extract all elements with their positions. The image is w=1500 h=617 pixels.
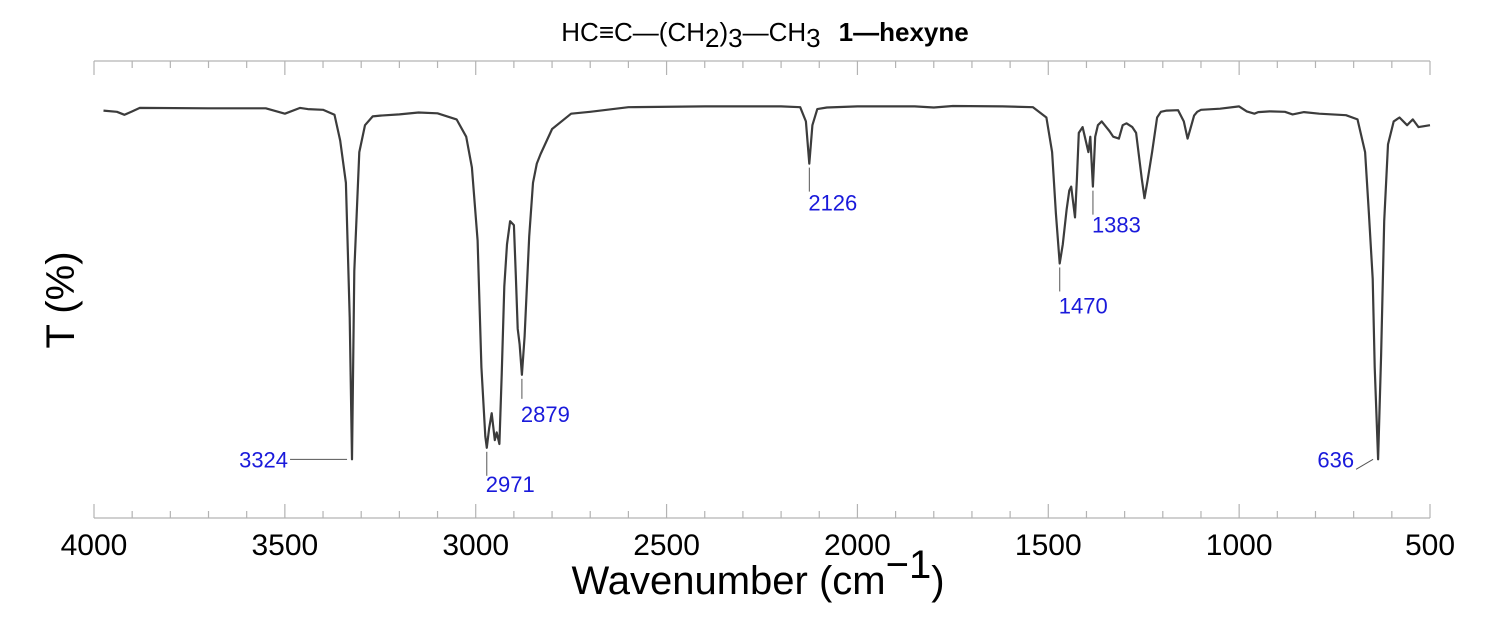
title-compound-name: 1—hexyne <box>839 17 969 47</box>
peak-annotations: 3324 2971 2879 2126 1470 1383 636 <box>239 167 1374 497</box>
x-tick-label-2500: 2500 <box>633 529 700 562</box>
title-formula-part-3: —CH <box>743 17 807 47</box>
title-formula-part-1: HC≡C—(CH <box>561 17 705 47</box>
x-axis-title-sup: −1 <box>886 543 932 587</box>
peak-label-2126: 2126 <box>808 191 857 216</box>
peak-label-2971: 2971 <box>486 472 535 497</box>
peak-label-1470: 1470 <box>1059 293 1108 318</box>
spectrum-line <box>103 104 1431 461</box>
title-formula-sub-3: 3 <box>806 23 820 53</box>
x-tick-label-500: 500 <box>1405 529 1455 562</box>
peak-label-1383: 1383 <box>1092 213 1141 238</box>
title-formula-sub-2: 3 <box>728 23 742 53</box>
peak-leader-636 <box>1355 458 1374 470</box>
title-formula-sub-1: 2 <box>705 23 719 53</box>
y-axis-title: T (%) <box>39 251 83 348</box>
x-axis-title-close: ) <box>931 559 944 603</box>
title-formula-part-2: ) <box>719 17 728 47</box>
chart-title: HC≡C—(CH2)3—CH3 1—hexyne <box>561 17 968 53</box>
peak-label-636: 636 <box>1317 447 1354 472</box>
x-tick-label-2000: 2000 <box>824 529 891 562</box>
peak-label-2879: 2879 <box>521 402 570 427</box>
x-axis-title-main: Wavenumber (cm <box>571 559 885 603</box>
x-tick-label-4000: 4000 <box>61 529 128 562</box>
x-tick-label-3500: 3500 <box>251 529 318 562</box>
x-axis-tick-labels: 4000 3500 3000 2500 2000 1500 1000 500 <box>61 529 1455 562</box>
x-tick-label-1000: 1000 <box>1206 529 1273 562</box>
x-tick-label-3000: 3000 <box>442 529 509 562</box>
x-axis-ticks <box>93 61 1431 518</box>
peak-label-3324: 3324 <box>239 447 288 472</box>
x-tick-label-1500: 1500 <box>1015 529 1082 562</box>
x-axis-title: Wavenumber (cm−1) <box>571 543 944 603</box>
